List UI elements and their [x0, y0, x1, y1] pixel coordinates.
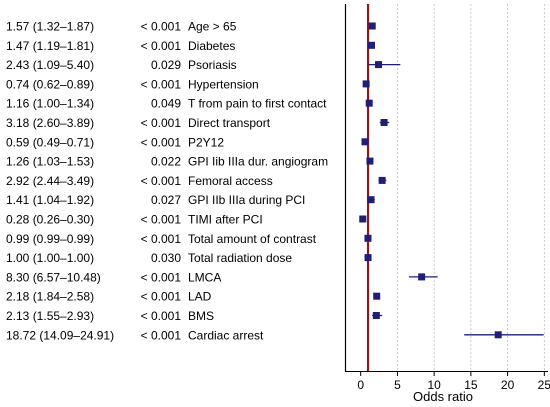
- row-or-ci: 1.26 (1.03–1.53): [6, 155, 94, 169]
- row-variable: GPI IIb IIIa during PCI: [188, 193, 305, 207]
- estimate-marker: [373, 292, 381, 300]
- row-variable: Femoral access: [188, 174, 273, 188]
- row-variable: LMCA: [188, 270, 221, 284]
- row-variable: Hypertension: [188, 77, 259, 91]
- row-p-value: 0.029: [151, 58, 181, 72]
- estimate-marker: [418, 273, 426, 281]
- row-or-ci: 0.74 (0.62–0.89): [6, 77, 94, 91]
- row-variable: Psoriasis: [188, 58, 237, 72]
- row-or-ci: 0.99 (0.99–0.99): [6, 232, 94, 246]
- x-tick-label: 10: [427, 378, 441, 392]
- estimate-marker: [362, 80, 370, 88]
- estimate-marker: [364, 254, 372, 262]
- estimate-marker: [367, 41, 375, 49]
- row-or-ci: 1.00 (1.00–1.00): [6, 251, 94, 265]
- row-variable: Age > 65: [188, 20, 237, 34]
- estimate-marker: [372, 312, 380, 319]
- row-p-value: < 0.001: [141, 77, 182, 91]
- estimate-marker: [378, 176, 386, 184]
- estimate-marker: [380, 119, 388, 126]
- grid-lines: [397, 4, 545, 371]
- estimate-marker: [367, 196, 375, 204]
- row-variable: BMS: [188, 309, 214, 323]
- row-p-value: < 0.001: [141, 309, 182, 323]
- estimates: [359, 4, 544, 371]
- estimate-marker: [359, 215, 367, 223]
- row-variable: T from pain to first contact: [188, 97, 327, 111]
- row-or-ci: 0.59 (0.49–0.71): [6, 135, 94, 149]
- row-variable: TIMI after PCI: [188, 213, 263, 227]
- row-or-ci: 1.41 (1.04–1.92): [6, 193, 94, 207]
- row-p-value: < 0.001: [141, 290, 182, 304]
- row-variable: P2Y12: [188, 135, 224, 149]
- row-or-ci: 2.13 (1.55–2.93): [6, 309, 94, 323]
- x-tick-label: 15: [464, 378, 478, 392]
- row-p-value: 0.030: [151, 251, 181, 265]
- row-p-value: 0.022: [151, 155, 181, 169]
- row-or-ci: 18.72 (14.09–24.91): [6, 328, 114, 342]
- row-p-value: < 0.001: [141, 270, 182, 284]
- row-p-value: < 0.001: [141, 232, 182, 246]
- row-p-value: 0.049: [151, 97, 181, 111]
- estimate-marker: [365, 99, 373, 107]
- row-p-value: < 0.001: [141, 213, 182, 227]
- row-or-ci: 1.57 (1.32–1.87): [6, 20, 94, 34]
- row-p-value: < 0.001: [141, 174, 182, 188]
- row-variable: Direct transport: [188, 116, 271, 130]
- row-or-ci: 2.18 (1.84–2.58): [6, 290, 94, 304]
- row-variable: Diabetes: [188, 39, 235, 53]
- row-p-value: < 0.001: [141, 20, 182, 34]
- estimate-marker: [361, 138, 369, 146]
- row-variable: GPI Iib IIIa dur. angiogram: [188, 155, 328, 169]
- x-tick-label: 20: [501, 378, 515, 392]
- row-p-value: 0.027: [151, 193, 181, 207]
- estimate-marker: [364, 234, 372, 242]
- row-or-ci: 1.16 (1.00–1.34): [6, 97, 94, 111]
- row-p-value: < 0.001: [141, 39, 182, 53]
- row-variable: Cardiac arrest: [188, 328, 264, 342]
- estimate-marker: [368, 22, 376, 30]
- row-or-ci: 3.18 (2.60–3.89): [6, 116, 94, 130]
- row-or-ci: 2.43 (1.09–5.40): [6, 58, 94, 72]
- row-variable: LAD: [188, 290, 212, 304]
- x-tick-label: 0: [357, 378, 364, 392]
- x-axis: Odds ratio 0 5 10 15 20 25: [344, 4, 550, 404]
- estimate-marker: [366, 157, 374, 165]
- row-or-ci: 8.30 (6.57–10.48): [6, 270, 101, 284]
- estimate-marker: [494, 331, 502, 339]
- x-axis-label: Odds ratio: [413, 389, 473, 404]
- row-variable: Total radiation dose: [188, 251, 292, 265]
- row-p-value: < 0.001: [141, 135, 182, 149]
- row-p-value: < 0.001: [141, 116, 182, 130]
- row-or-ci: 1.47 (1.19–1.81): [6, 39, 94, 53]
- estimate-marker: [375, 61, 383, 69]
- row-labels: 1.57 (1.32–1.87) < 0.001 Age > 65 1.47 (1.1…: [6, 20, 328, 343]
- x-tick-label: 25: [538, 378, 550, 392]
- row-or-ci: 2.92 (2.44–3.49): [6, 174, 94, 188]
- row-p-value: < 0.001: [141, 328, 182, 342]
- row-or-ci: 0.28 (0.26–0.30): [6, 213, 94, 227]
- x-tick-label: 5: [394, 378, 401, 392]
- row-variable: Total amount of contrast: [188, 232, 317, 246]
